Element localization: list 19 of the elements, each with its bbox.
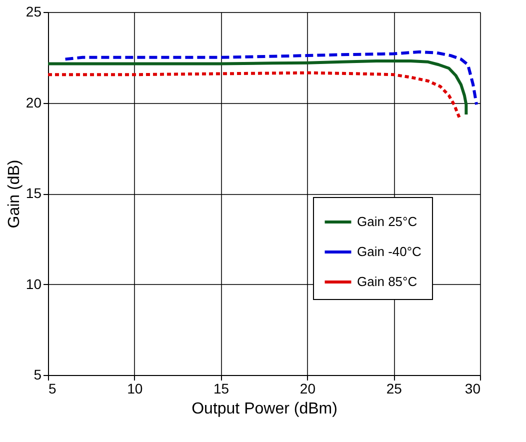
line-series	[48, 60, 468, 116]
x-tick-label: 5	[48, 380, 56, 396]
legend-label: Gain -40°C	[357, 244, 422, 259]
y-tick-label: 15	[26, 185, 42, 201]
y-tick-label: 5	[34, 366, 42, 382]
y-axis-title: Gain (dB)	[6, 160, 23, 228]
x-tick-label: 10	[127, 380, 143, 396]
line-series	[64, 50, 478, 106]
y-tick-label: 25	[26, 4, 42, 20]
x-tick-label: 25	[386, 380, 402, 396]
y-tick-label: 20	[26, 94, 42, 110]
x-tick-label: 15	[214, 380, 230, 396]
x-tick-label: 20	[300, 380, 316, 396]
legend-label: Gain 85°C	[357, 274, 418, 289]
legend-label: Gain 25°C	[357, 214, 418, 229]
x-axis-title: Output Power (dBm)	[192, 400, 338, 418]
x-tick-label: 30	[464, 380, 481, 396]
y-tick-label: 10	[26, 276, 42, 292]
line-series	[48, 71, 461, 119]
